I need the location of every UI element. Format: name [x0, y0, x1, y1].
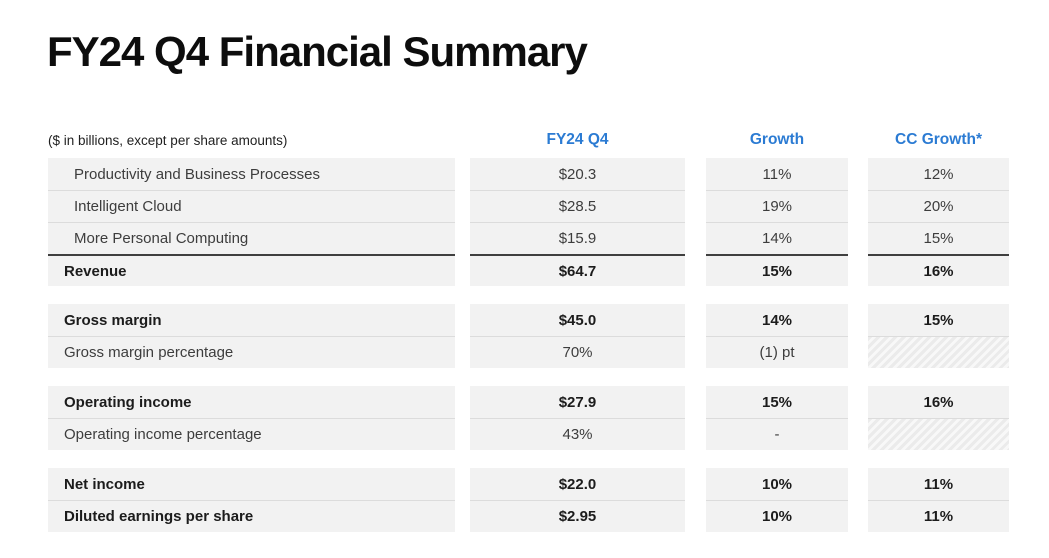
value-fy24-q4: $28.5 [470, 190, 685, 222]
column-header-cc-growth: CC Growth* [895, 131, 982, 148]
revenue-block: Productivity and Business Processes $20.… [48, 158, 1009, 286]
units-note: ($ in billions, except per share amounts… [48, 132, 288, 148]
value-growth: 10% [706, 468, 848, 500]
gross-margin-block: Gross margin $45.0 14% 15% Gross margin … [48, 304, 1009, 368]
row-operating-income: Operating income $27.9 15% 16% [48, 386, 1009, 418]
value-growth: 10% [706, 500, 848, 532]
value-cc-growth: 11% [868, 500, 1009, 532]
value-growth: 14% [706, 304, 848, 336]
hatched-empty-cell [868, 336, 1009, 368]
value-fy24-q4: $22.0 [470, 468, 685, 500]
operating-income-block: Operating income $27.9 15% 16% Operating… [48, 386, 1009, 450]
row-label: Revenue [48, 254, 455, 286]
row-label: Gross margin percentage [48, 336, 455, 368]
value-growth: (1) pt [706, 336, 848, 368]
value-fy24-q4: $2.95 [470, 500, 685, 532]
value-growth: 15% [706, 254, 848, 286]
value-fy24-q4: $20.3 [470, 158, 685, 190]
row-gross-margin-percentage: Gross margin percentage 70% (1) pt [48, 336, 1009, 368]
value-growth: 15% [706, 386, 848, 418]
row-intelligent-cloud: Intelligent Cloud $28.5 19% 20% [48, 190, 1009, 222]
value-cc-growth: 16% [868, 254, 1009, 286]
value-cc-growth: 15% [868, 222, 1009, 254]
value-fy24-q4: 70% [470, 336, 685, 368]
row-net-income: Net income $22.0 10% 11% [48, 468, 1009, 500]
column-header-growth: Growth [749, 131, 805, 148]
row-operating-income-percentage: Operating income percentage 43% - [48, 418, 1009, 450]
value-cc-growth: 11% [868, 468, 1009, 500]
row-label: More Personal Computing [48, 222, 455, 254]
row-label: Operating income percentage [48, 418, 455, 450]
row-label: Net income [48, 468, 455, 500]
hatched-empty-cell [868, 418, 1009, 450]
net-income-block: Net income $22.0 10% 11% Diluted earning… [48, 468, 1009, 532]
page-title: FY24 Q4 Financial Summary [47, 28, 588, 75]
value-cc-growth: 16% [868, 386, 1009, 418]
table-header-row: ($ in billions, except per share amounts… [48, 122, 1009, 158]
financial-table: ($ in billions, except per share amounts… [48, 122, 1009, 532]
value-fy24-q4: $45.0 [470, 304, 685, 336]
row-label: Gross margin [48, 304, 455, 336]
row-label: Intelligent Cloud [48, 190, 455, 222]
value-fy24-q4: $27.9 [470, 386, 685, 418]
value-cc-growth: 15% [868, 304, 1009, 336]
column-header-fy24-q4: FY24 Q4 [546, 131, 609, 148]
value-growth: 19% [706, 190, 848, 222]
value-fy24-q4: 43% [470, 418, 685, 450]
row-label: Productivity and Business Processes [48, 158, 455, 190]
row-revenue: Revenue $64.7 15% 16% [48, 254, 1009, 286]
row-productivity-and-business-processes: Productivity and Business Processes $20.… [48, 158, 1009, 190]
row-diluted-earnings-per-share: Diluted earnings per share $2.95 10% 11% [48, 500, 1009, 532]
row-label: Diluted earnings per share [48, 500, 455, 532]
value-cc-growth: 20% [868, 190, 1009, 222]
value-cc-growth: 12% [868, 158, 1009, 190]
row-more-personal-computing: More Personal Computing $15.9 14% 15% [48, 222, 1009, 254]
value-fy24-q4: $64.7 [470, 254, 685, 286]
value-growth: 14% [706, 222, 848, 254]
value-growth: - [706, 418, 848, 450]
value-fy24-q4: $15.9 [470, 222, 685, 254]
row-gross-margin: Gross margin $45.0 14% 15% [48, 304, 1009, 336]
row-label: Operating income [48, 386, 455, 418]
value-growth: 11% [706, 158, 848, 190]
